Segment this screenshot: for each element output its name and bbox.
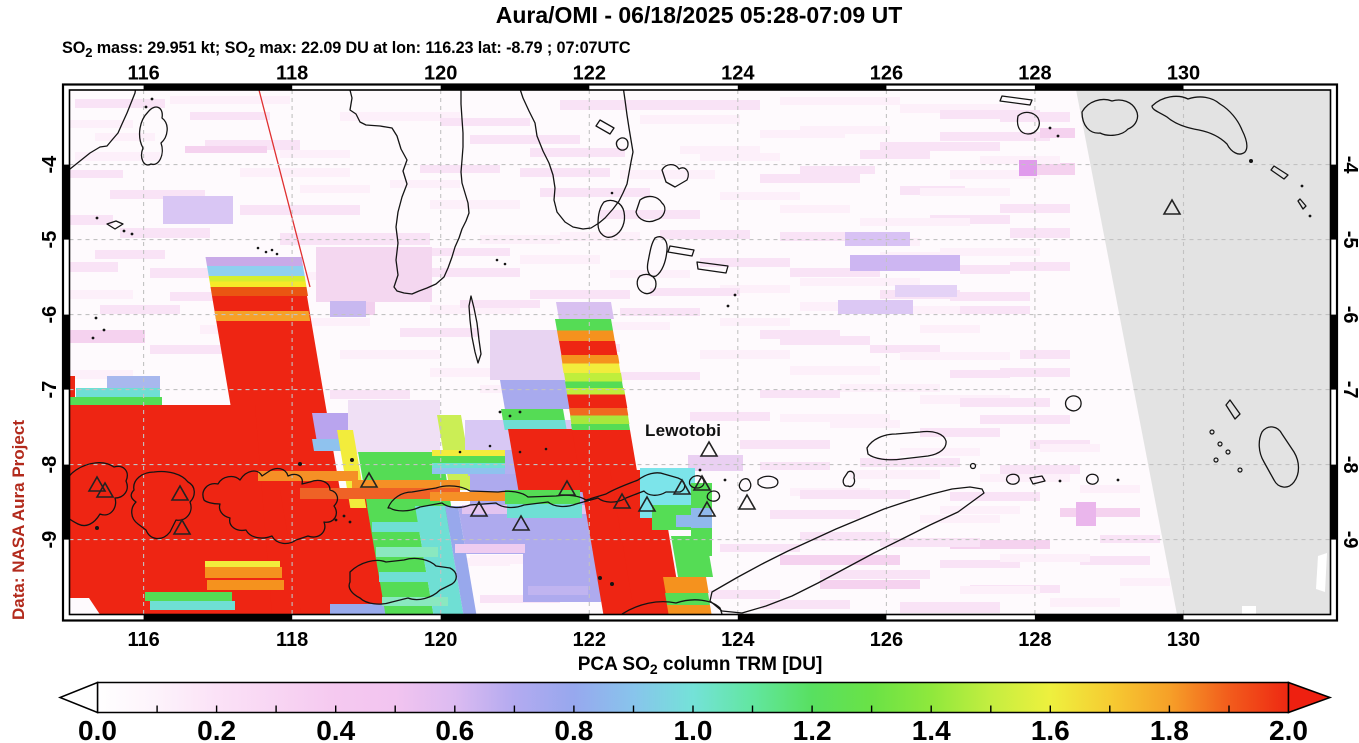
svg-text:-4: -4 [1339,156,1359,175]
svg-text:118: 118 [276,63,308,85]
svg-text:116: 116 [127,63,159,85]
svg-text:0.6: 0.6 [435,715,474,743]
svg-text:1.8: 1.8 [1150,715,1189,743]
svg-text:-6: -6 [1339,306,1359,324]
svg-text:124: 124 [721,63,755,85]
svg-text:2.0: 2.0 [1269,715,1308,743]
svg-text:PCA SO2 column TRM [DU]: PCA SO2 column TRM [DU] [578,654,823,677]
svg-text:Data: NASA Aura Project: Data: NASA Aura Project [9,420,28,620]
svg-text:-8: -8 [1339,456,1359,474]
svg-text:-9: -9 [39,531,61,549]
svg-text:-5: -5 [39,231,61,249]
svg-text:Lewotobi: Lewotobi [645,421,721,440]
svg-text:0.8: 0.8 [554,715,593,743]
svg-text:-9: -9 [1339,531,1359,549]
svg-text:122: 122 [573,63,606,85]
svg-text:126: 126 [870,629,903,651]
svg-text:Aura/OMI - 06/18/2025 05:28-07: Aura/OMI - 06/18/2025 05:28-07:09 UT [496,2,903,28]
svg-text:0.2: 0.2 [197,715,236,743]
svg-text:1.4: 1.4 [912,715,951,743]
svg-text:128: 128 [1018,63,1051,85]
svg-text:124: 124 [721,629,755,651]
svg-text:1.6: 1.6 [1031,715,1070,743]
svg-text:-7: -7 [1339,381,1359,399]
svg-text:-6: -6 [39,306,61,324]
svg-text:0.4: 0.4 [316,715,355,743]
svg-text:130: 130 [1167,63,1200,85]
svg-text:-8: -8 [39,456,61,474]
svg-text:120: 120 [424,629,457,651]
svg-text:122: 122 [573,629,606,651]
svg-text:118: 118 [276,629,308,651]
svg-text:-5: -5 [1339,231,1359,249]
svg-text:120: 120 [424,63,457,85]
svg-text:1.2: 1.2 [793,715,832,743]
svg-text:1.0: 1.0 [674,715,713,743]
svg-text:-7: -7 [39,381,61,399]
svg-text:128: 128 [1018,629,1051,651]
svg-text:130: 130 [1167,629,1200,651]
svg-text:0.0: 0.0 [78,715,117,743]
svg-text:SO2 mass: 29.951 kt; SO2 max:: SO2 mass: 29.951 kt; SO2 max: 22.09 DU a… [62,39,631,60]
svg-text:116: 116 [127,629,159,651]
svg-text:126: 126 [870,63,903,85]
svg-text:-4: -4 [39,155,61,174]
